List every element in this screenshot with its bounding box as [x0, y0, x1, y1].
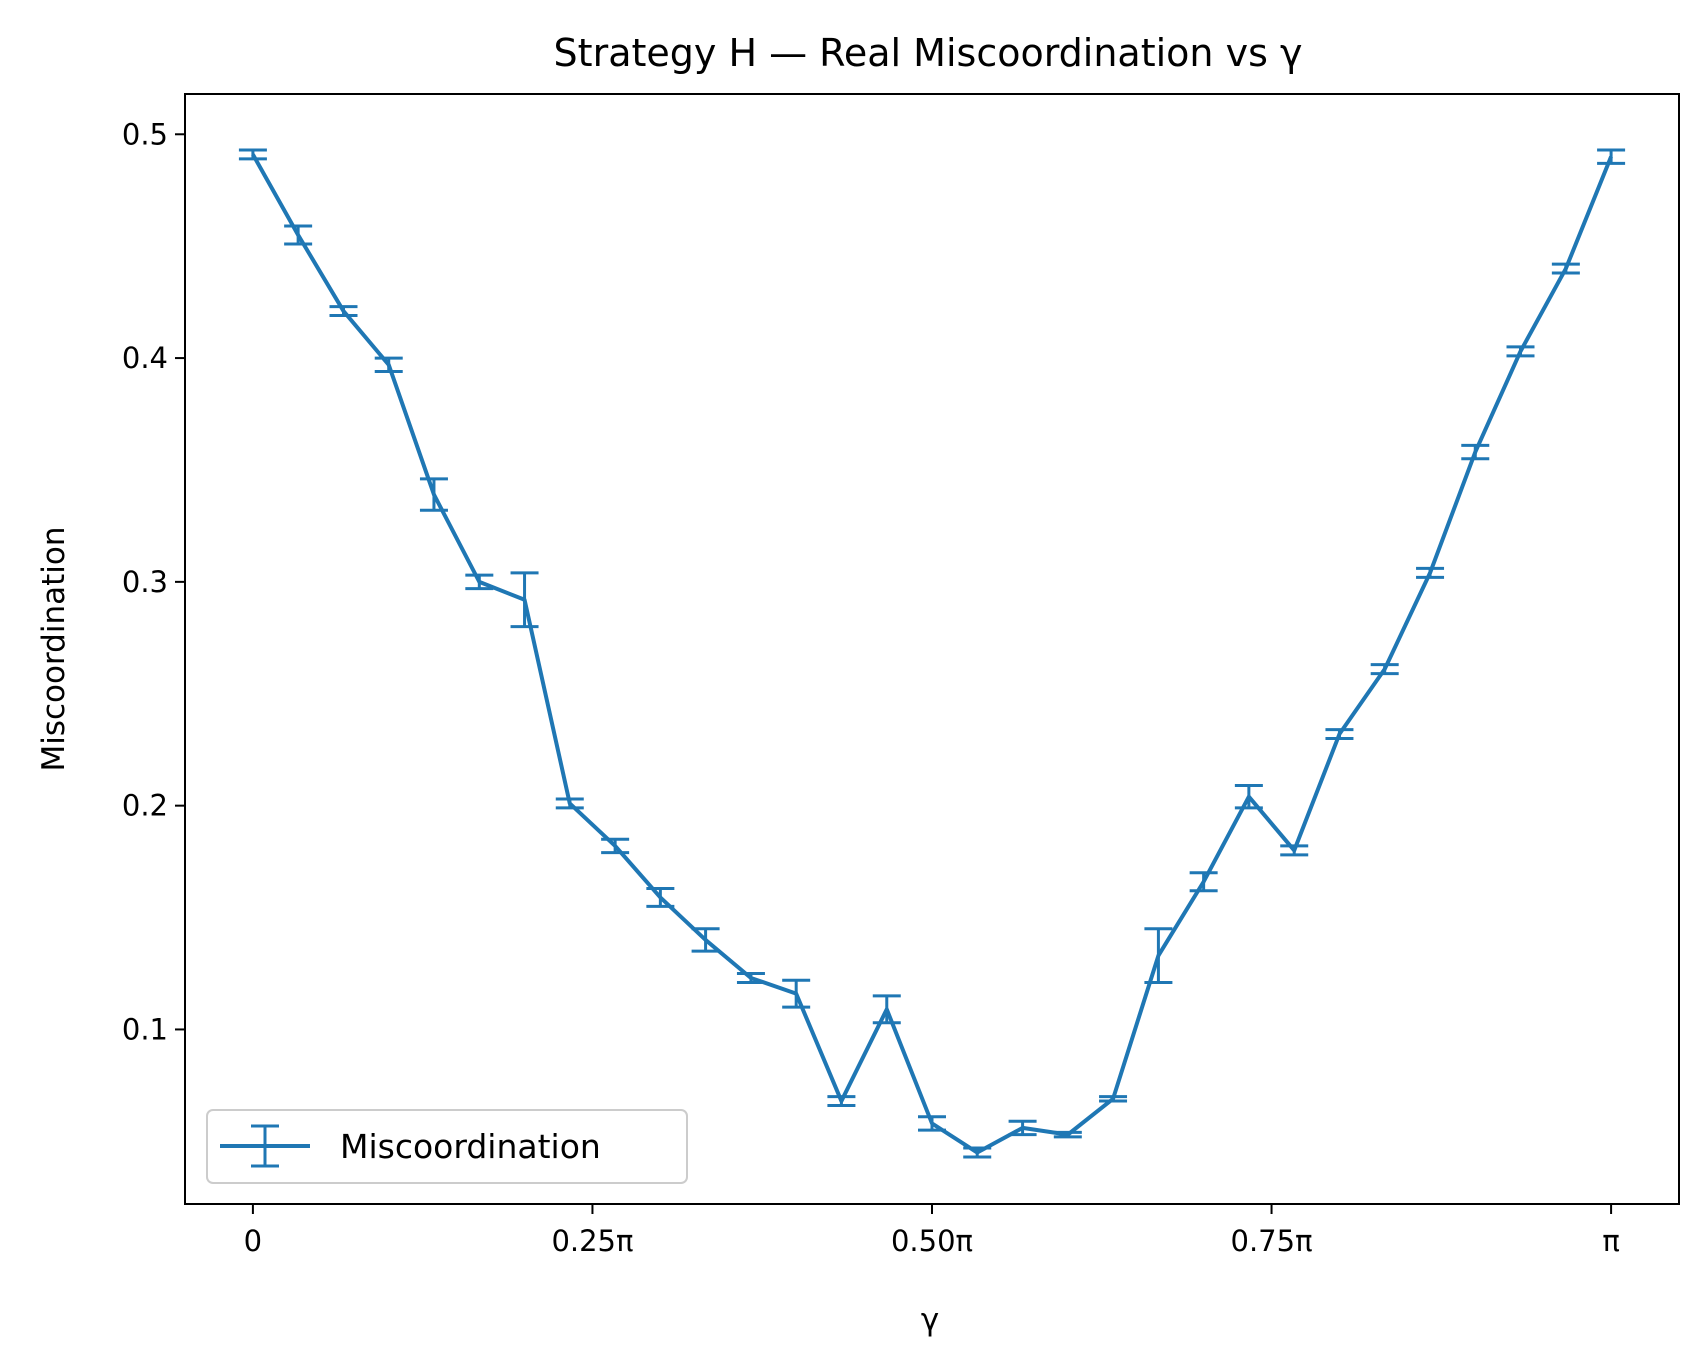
y-tick-label: 0.3 [122, 565, 168, 599]
plot-area [238, 148, 1626, 1159]
x-tick-label: π [1602, 1224, 1619, 1258]
x-tick-label: 0.25π [551, 1224, 633, 1258]
legend-box [206, 1109, 688, 1184]
y-tick-label: 0.5 [122, 117, 168, 151]
y-axis-label: Miscoordination [36, 526, 72, 771]
x-axis-label: γ [921, 1302, 939, 1338]
y-tick-label: 0.2 [122, 789, 168, 823]
y-tick-label: 0.1 [122, 1012, 168, 1046]
axis-ticks: 0 0.25π 0.50π 0.75π π 0.1 0.2 0.3 0.4 0.5 [122, 117, 1620, 1258]
y-tick-label: 0.4 [122, 341, 168, 375]
x-tick-label: 0.50π [891, 1224, 973, 1258]
legend: Miscoordination [206, 1109, 688, 1184]
x-tick-label: 0 [244, 1224, 262, 1258]
legend-label: Miscoordination [340, 1127, 601, 1166]
chart-title: Strategy H — Real Miscoordination vs γ [554, 31, 1303, 75]
x-tick-label: 0.75π [1231, 1224, 1313, 1258]
